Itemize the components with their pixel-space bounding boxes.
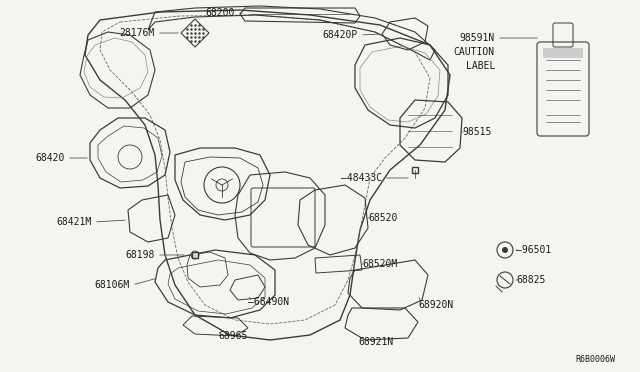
Text: 68420P: 68420P [323, 30, 358, 40]
Text: 68106M: 68106M [95, 280, 130, 290]
Text: 98515: 98515 [462, 127, 492, 137]
Text: 28176M: 28176M [120, 28, 155, 38]
Text: 68198: 68198 [125, 250, 155, 260]
Text: 68520: 68520 [368, 213, 397, 223]
Text: 68421M: 68421M [57, 217, 92, 227]
Text: –96501: –96501 [516, 245, 551, 255]
Text: –48433C: –48433C [341, 173, 382, 183]
Text: R6B0006W: R6B0006W [575, 356, 615, 365]
Text: 68921N: 68921N [358, 337, 393, 347]
Text: 68920N: 68920N [418, 300, 453, 310]
Text: –68490N: –68490N [248, 297, 289, 307]
Text: LABEL: LABEL [466, 61, 495, 71]
Circle shape [502, 247, 508, 253]
Text: 98591N: 98591N [460, 33, 495, 43]
Text: 68200: 68200 [205, 8, 235, 18]
Text: 68965: 68965 [218, 331, 248, 341]
Text: 68420: 68420 [36, 153, 65, 163]
FancyBboxPatch shape [543, 48, 583, 58]
Text: CAUTION: CAUTION [454, 47, 495, 57]
Text: 68520M: 68520M [362, 259, 397, 269]
Text: 68825: 68825 [516, 275, 545, 285]
